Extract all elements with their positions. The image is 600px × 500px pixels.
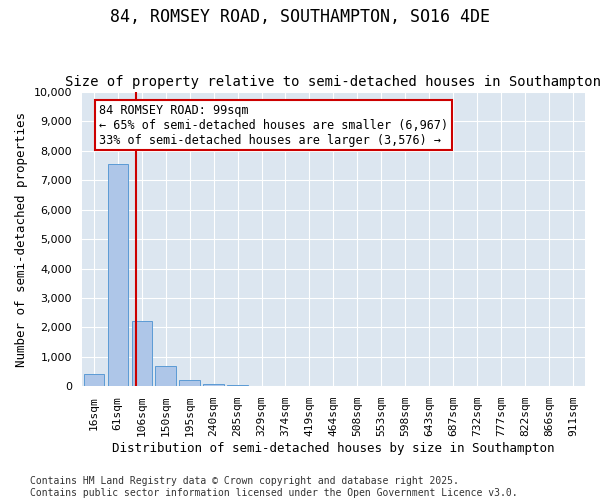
Bar — [107, 164, 128, 386]
Bar — [179, 380, 200, 386]
Bar — [131, 320, 152, 386]
Text: 84, ROMSEY ROAD, SOUTHAMPTON, SO16 4DE: 84, ROMSEY ROAD, SOUTHAMPTON, SO16 4DE — [110, 8, 490, 26]
Bar — [83, 374, 104, 386]
Title: Size of property relative to semi-detached houses in Southampton: Size of property relative to semi-detach… — [65, 76, 600, 90]
Bar — [203, 384, 224, 386]
Bar — [155, 366, 176, 386]
Y-axis label: Number of semi-detached properties: Number of semi-detached properties — [15, 112, 28, 366]
Text: 84 ROMSEY ROAD: 99sqm
← 65% of semi-detached houses are smaller (6,967)
33% of s: 84 ROMSEY ROAD: 99sqm ← 65% of semi-deta… — [99, 104, 448, 147]
X-axis label: Distribution of semi-detached houses by size in Southampton: Distribution of semi-detached houses by … — [112, 442, 554, 455]
Text: Contains HM Land Registry data © Crown copyright and database right 2025.
Contai: Contains HM Land Registry data © Crown c… — [30, 476, 518, 498]
